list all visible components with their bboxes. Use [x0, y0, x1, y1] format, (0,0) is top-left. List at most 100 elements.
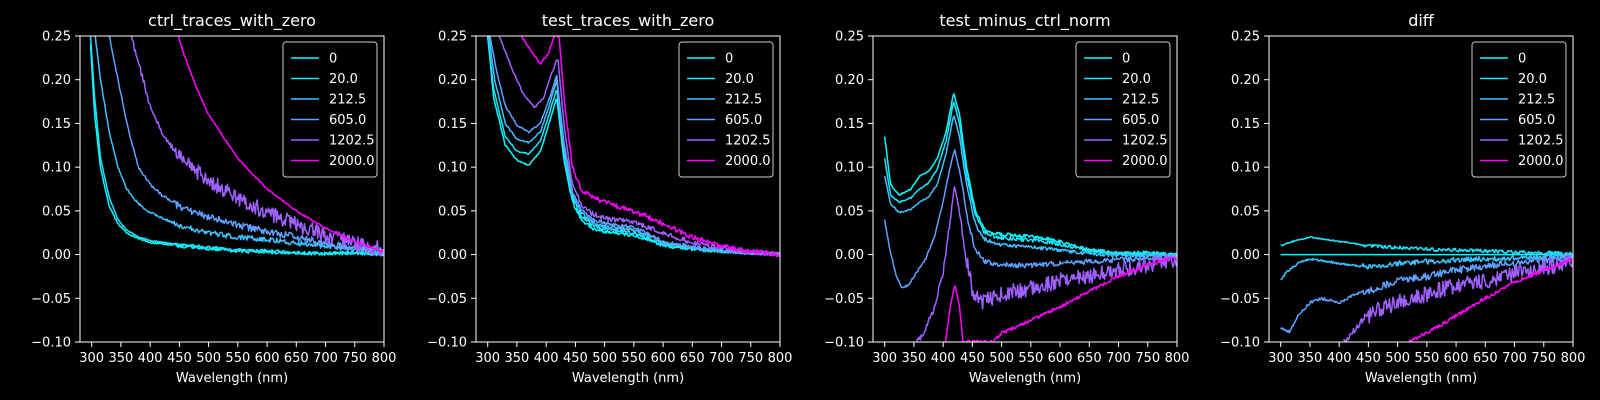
y-tick-label: 0.25 — [835, 30, 864, 45]
x-tick-label: 350 — [1298, 351, 1323, 366]
legend-label: 20.0 — [725, 72, 754, 87]
x-tick-label: 400 — [534, 351, 559, 366]
series-lines — [486, 36, 780, 258]
plot-area-frame — [1268, 35, 1574, 343]
x-tick-label: 750 — [1135, 351, 1160, 366]
y-tick-label: 0.25 — [438, 30, 467, 45]
series-line-2000-0 — [1408, 257, 1573, 342]
legend-label: 20.0 — [1518, 72, 1547, 87]
y-tick-label: 0.10 — [438, 161, 467, 176]
x-tick-label: 400 — [931, 351, 956, 366]
series-line-605-0 — [1280, 253, 1573, 334]
y-tick-label: 0.20 — [1231, 73, 1260, 88]
series-line-20-0 — [1280, 235, 1573, 256]
y-tick-label: 0.05 — [438, 204, 467, 219]
y-tick-label: 0.05 — [1231, 204, 1260, 219]
y-tick-label: 0.25 — [1231, 30, 1260, 45]
legend-label: 2000.0 — [725, 154, 771, 169]
series-line-2000-0 — [177, 36, 384, 253]
legend-label: 212.5 — [725, 93, 762, 108]
x-tick-label: 350 — [902, 351, 927, 366]
x-tick-label: 700 — [709, 351, 734, 366]
plot-area-frame — [79, 35, 385, 343]
x-tick-label: 700 — [1502, 351, 1527, 366]
y-tick-label: 0.05 — [835, 204, 864, 219]
x-tick-label: 350 — [505, 351, 530, 366]
series-line-212-5 — [1280, 252, 1573, 281]
y-tick-label: 0.10 — [1231, 161, 1260, 176]
legend-box — [678, 41, 774, 178]
x-tick-label: 550 — [1414, 351, 1439, 366]
legend: 0 20.0 212.5 605.0 1202.5 2000.0 — [1075, 41, 1171, 178]
series-lines — [883, 93, 1177, 342]
legend-label: 605.0 — [1518, 113, 1555, 128]
legend: 0 20.0 212.5 605.0 1202.5 2000.0 — [678, 41, 774, 178]
x-axis-label: Wavelength (nm) — [969, 371, 1081, 386]
x-tick-label: 650 — [680, 351, 705, 366]
y-tick-label: 0.25 — [42, 30, 71, 45]
y-tick-label: 0.15 — [438, 117, 467, 132]
x-tick-label: 650 — [284, 351, 309, 366]
legend-label: 212.5 — [329, 93, 366, 108]
legend-label: 605.0 — [1122, 113, 1159, 128]
legend-label: 1202.5 — [1122, 134, 1168, 149]
legend-box — [282, 41, 378, 178]
x-tick-label: 300 — [872, 351, 897, 366]
legend-label: 0 — [1518, 52, 1526, 67]
x-tick-label: 600 — [1444, 351, 1469, 366]
panel-diff: diff Wavelength (nm) 300 350 400 450 500 550 6… — [1220, 11, 1585, 386]
x-tick-label: 350 — [109, 351, 134, 366]
y-tick-label: 0.05 — [42, 204, 71, 219]
x-tick-label: 300 — [475, 351, 500, 366]
x-tick-label: 400 — [138, 351, 163, 366]
x-tick-label: 800 — [768, 351, 793, 366]
panel-title: test_minus_ctrl_norm — [939, 11, 1110, 31]
y-tick-label: 0.15 — [42, 117, 71, 132]
series-line-20-0 — [883, 101, 1177, 257]
x-tick-label: 800 — [372, 351, 397, 366]
x-axis-label: Wavelength (nm) — [1365, 371, 1477, 386]
legend: 0 20.0 212.5 605.0 1202.5 2000.0 — [1471, 41, 1567, 178]
legend-label: 212.5 — [1518, 93, 1555, 108]
series-line-605-0 — [489, 36, 780, 256]
y-tick-label: −0.05 — [824, 292, 864, 307]
x-tick-label: 600 — [1048, 351, 1073, 366]
panel-title: test_traces_with_zero — [542, 11, 715, 31]
legend-label: 0 — [725, 52, 733, 67]
panel-test-traces-with-zero: test_traces_with_zero Wavelength (nm) 30… — [427, 11, 792, 386]
legend-label: 1202.5 — [725, 134, 771, 149]
series-line-2000-0 — [520, 36, 780, 258]
legend: 0 20.0 212.5 605.0 1202.5 2000.0 — [282, 41, 378, 178]
x-tick-label: 500 — [592, 351, 617, 366]
y-tick-label: 0.00 — [835, 248, 864, 263]
x-tick-label: 800 — [1165, 351, 1190, 366]
series-line-1202-5 — [916, 186, 1177, 342]
y-tick-label: −0.10 — [427, 336, 467, 351]
legend-label: 0 — [1122, 52, 1130, 67]
x-tick-label: 500 — [1385, 351, 1410, 366]
panel-title: ctrl_traces_with_zero — [148, 11, 316, 31]
x-tick-label: 450 — [1356, 351, 1381, 366]
y-tick-label: 0.00 — [438, 248, 467, 263]
plot-area-frame — [872, 35, 1178, 343]
series-lines — [89, 36, 384, 257]
x-tick-label: 650 — [1077, 351, 1102, 366]
x-tick-label: 300 — [79, 351, 104, 366]
legend-label: 605.0 — [329, 113, 366, 128]
y-tick-label: −0.10 — [824, 336, 864, 351]
y-tick-label: 0.20 — [835, 73, 864, 88]
y-tick-label: −0.10 — [31, 336, 71, 351]
x-tick-label: 450 — [167, 351, 192, 366]
x-tick-label: 300 — [1268, 351, 1293, 366]
panel-test-minus-ctrl-norm: test_minus_ctrl_norm Wavelength (nm) 300… — [824, 11, 1189, 386]
x-tick-label: 600 — [651, 351, 676, 366]
y-tick-label: 0.10 — [835, 161, 864, 176]
x-tick-label: 400 — [1327, 351, 1352, 366]
legend-box — [1471, 41, 1567, 178]
y-tick-label: 0.00 — [1231, 248, 1260, 263]
y-tick-label: 0.15 — [835, 117, 864, 132]
series-lines — [1280, 235, 1573, 342]
x-axis-label: Wavelength (nm) — [176, 371, 288, 386]
